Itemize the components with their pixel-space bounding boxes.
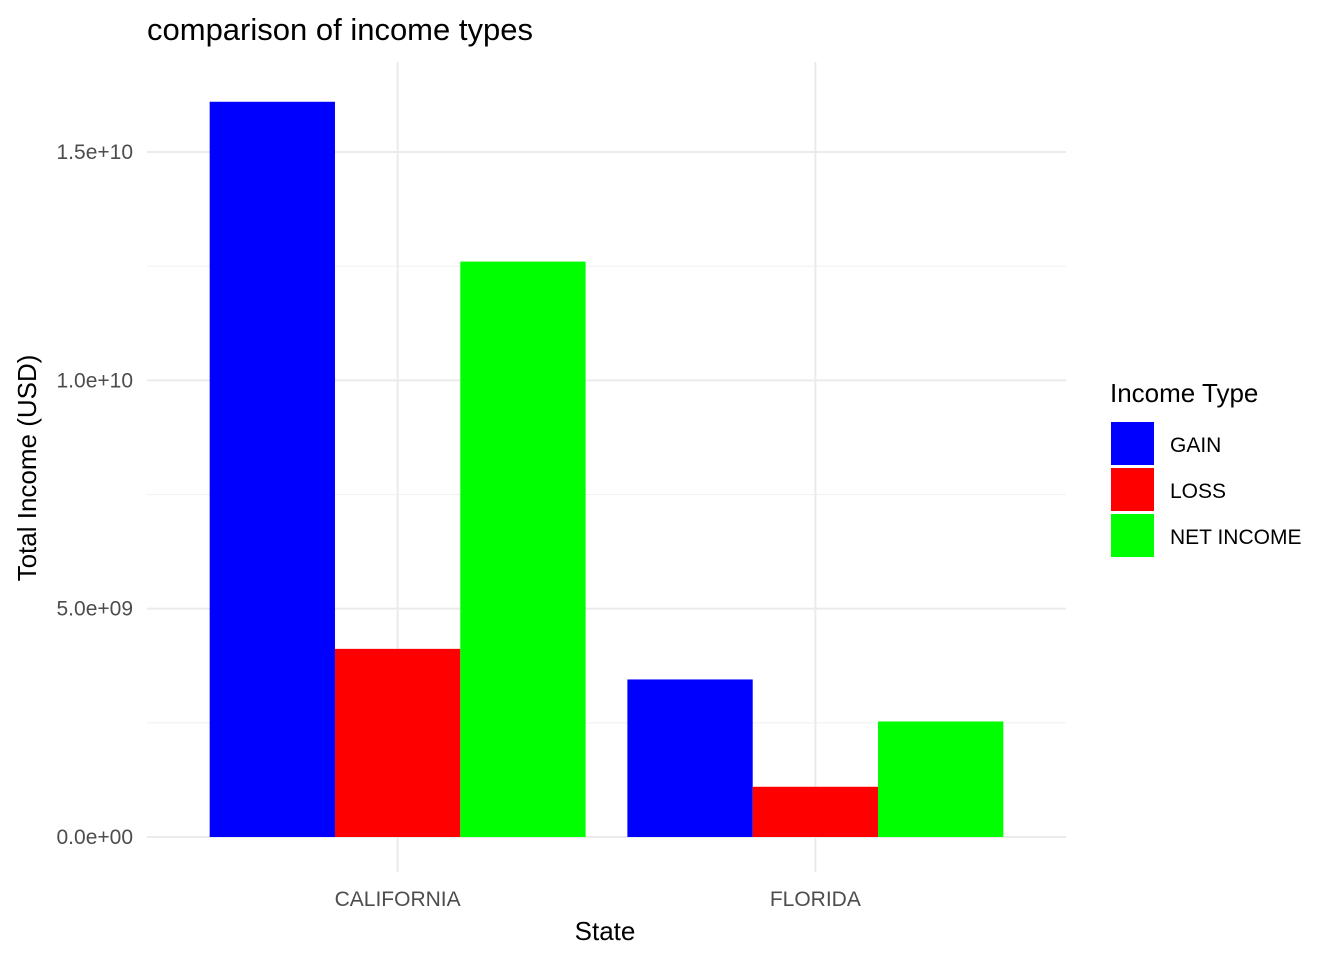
legend-label: GAIN [1170,434,1221,457]
y-tick-label: 1.5e+10 [57,141,134,164]
bar-gain-florida [627,679,753,837]
bar-loss-florida [752,786,879,837]
legend-title: Income Type [1110,378,1258,408]
y-tick-label: 1.0e+10 [57,369,134,392]
y-axis: 0.0e+00 5.0e+09 1.0e+10 1.5e+10 [57,141,134,849]
bar-net-income-california [460,261,586,838]
x-axis-title: State [575,916,636,946]
legend-swatch-loss [1111,468,1154,511]
chart-title: comparison of income types [147,12,533,47]
x-axis: CALIFORNIA FLORIDA [335,888,861,911]
legend-swatch-net-income [1111,514,1154,557]
y-tick-label: 0.0e+00 [57,826,134,849]
x-tick-label: FLORIDA [770,888,861,911]
bars [209,101,1004,838]
legend-label: LOSS [1170,480,1226,503]
x-tick-label: CALIFORNIA [335,888,461,911]
bar-gain-california [209,101,335,838]
legend-swatch-gain [1111,422,1154,465]
bar-net-income-florida [878,721,1004,837]
legend: Income Type GAIN LOSS NET INCOME [1110,378,1301,557]
y-tick-label: 5.0e+09 [57,598,134,621]
legend-label: NET INCOME [1170,526,1301,549]
bar-loss-california [334,648,461,837]
y-axis-title: Total Income (USD) [12,355,42,582]
